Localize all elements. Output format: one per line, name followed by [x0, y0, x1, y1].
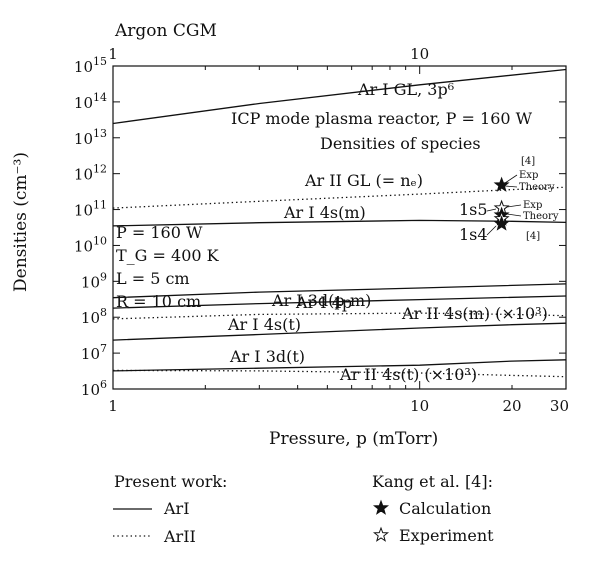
- series-line-8: [112, 369, 567, 378]
- series-line-3: [112, 283, 567, 299]
- param-radius: R = 10 cm: [116, 292, 201, 311]
- param-power: P = 160 W: [116, 223, 203, 242]
- series-label-ar2gl: Ar II GL (= nₑ): [304, 171, 423, 190]
- reference-markers: [493, 176, 510, 231]
- top-tick-labels: 1 10: [108, 45, 429, 63]
- theory-lower-label: Theory: [523, 211, 559, 222]
- series-label-argl: Ar I GL, 3p⁶: [357, 80, 454, 99]
- legend-item-calculation: Calculation: [399, 499, 491, 518]
- param-length: L = 5 cm: [116, 269, 190, 288]
- x-tick-label: 20: [502, 397, 521, 415]
- param-temperature: T_G = 400 K: [116, 246, 220, 265]
- exp-lower-label: Exp: [523, 200, 542, 211]
- series-line-0: [112, 68, 567, 125]
- series-line-5: [112, 312, 567, 320]
- series-label-4p: Ar I 4p: [295, 293, 352, 312]
- calculation-star: [493, 176, 510, 192]
- theory-upper-label: Theory: [519, 182, 555, 193]
- series-line-6: [112, 322, 567, 341]
- legend-item-ari: ArI: [163, 499, 190, 518]
- series-label-3dt: Ar I 3d(t): [229, 347, 305, 366]
- exp-upper-label: Exp: [519, 170, 538, 181]
- y-tick-label: 107: [81, 342, 107, 363]
- series-label-4sm: Ar I 4s(m): [283, 203, 366, 222]
- y-tick-label: 1014: [74, 91, 107, 112]
- calculation-star: [493, 215, 510, 231]
- series-label-3dpm-text: Ar I 3d(p-m): [271, 291, 371, 310]
- top-tick-label: 1: [108, 45, 118, 63]
- series-label-ar2-4st: Ar II 4s(t) (×10³): [339, 365, 477, 384]
- filled-star-icon: [372, 499, 390, 515]
- legend-item-arii: ArII: [163, 527, 196, 546]
- y-tick-label: 1010: [74, 234, 107, 255]
- series-line-4: [112, 295, 567, 309]
- y-tick-label: 108: [81, 306, 107, 327]
- s5-label: 1s5: [459, 200, 488, 219]
- s4-label: 1s4: [459, 225, 488, 244]
- series-line-7: [112, 359, 567, 372]
- y-tick-label: 1013: [74, 127, 107, 148]
- y-axis-title: Densities (cm⁻³): [11, 152, 31, 292]
- series-line-2: [112, 219, 567, 227]
- legend-open-star-marker: [372, 526, 390, 542]
- chart-title-line1: ICP mode plasma reactor, P = 160 W: [231, 109, 533, 128]
- series-label-ar2-4sm: Ar II 4s(m) (×10³): [401, 304, 548, 323]
- y-tick-label: 1012: [74, 163, 107, 184]
- x-tick-label: 30: [550, 397, 569, 415]
- ref-upper: [4]: [521, 156, 535, 167]
- y-tick-label: 109: [81, 270, 107, 291]
- legend-filled-star-marker: [372, 499, 390, 515]
- legend-left-title: Present work:: [114, 472, 227, 491]
- legend: Present work: ArI ArII Kang et al. [4]: …: [113, 472, 494, 546]
- axis-ticks: [112, 65, 567, 390]
- y-tick-labels: 106 107 108 109 1010 1011 1012 1013 1014 1015: [74, 55, 107, 399]
- params-block: P = 160 W T_G = 400 K L = 5 cm R = 10 cm: [116, 223, 220, 311]
- series-labels: Ar I GL, 3p⁶ Ar II GL (= nₑ) Ar I 4s(m) …: [227, 80, 548, 384]
- legend-right-title: Kang et al. [4]:: [372, 472, 493, 491]
- legend-item-experiment: Experiment: [399, 526, 494, 545]
- x-tick-label: 10: [410, 397, 429, 415]
- x-tick-label: 1: [108, 397, 118, 415]
- x-axis-title: Pressure, p (mTorr): [269, 429, 438, 449]
- ref-lower: [4]: [526, 231, 540, 242]
- plot-frame: [112, 65, 567, 390]
- x-tick-labels: 1 10 20 30: [108, 397, 569, 415]
- y-tick-label: 1011: [74, 199, 107, 220]
- top-tick-label: 10: [410, 45, 429, 63]
- chart-title-line2: Densities of species: [320, 134, 481, 153]
- y-tick-label: 106: [81, 378, 107, 399]
- series-lines: [112, 68, 567, 378]
- top-axis-title: Argon CGM: [114, 21, 217, 41]
- y-tick-label: 1015: [74, 55, 107, 76]
- series-label-4st: Ar I 4s(t): [227, 315, 301, 334]
- series-line-1: [112, 186, 567, 209]
- open-star-icon: [372, 526, 390, 542]
- annotation-arrows: [486, 174, 522, 236]
